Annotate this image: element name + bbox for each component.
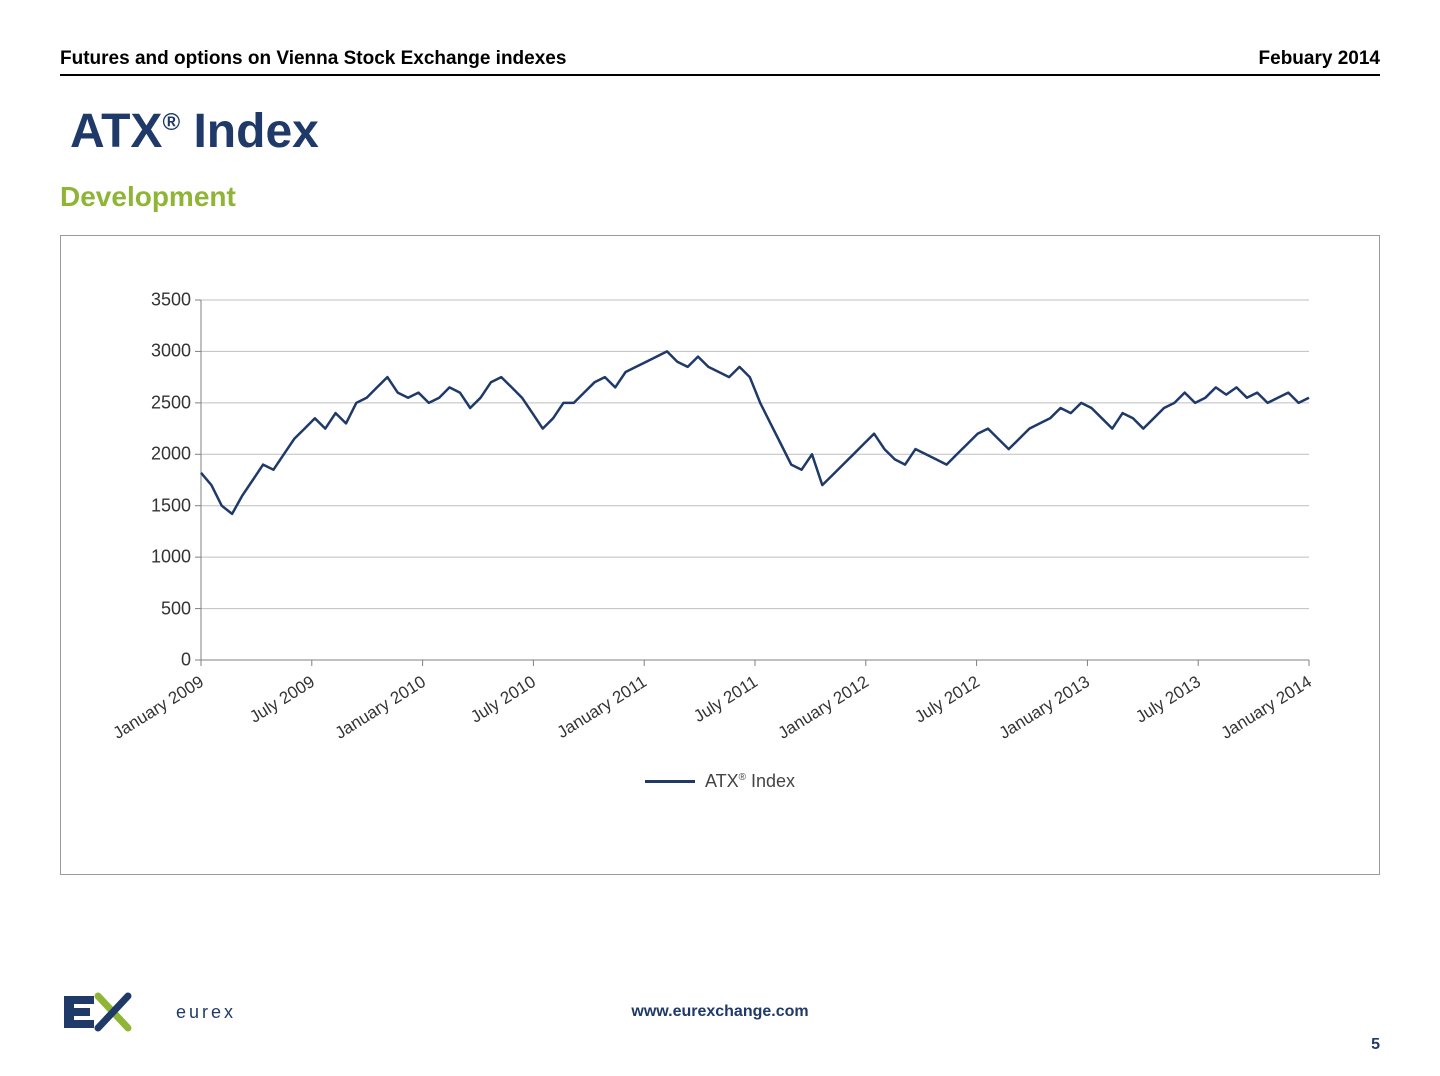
title-registered-mark: ® bbox=[162, 109, 180, 136]
x-tick-label: January 2009 bbox=[110, 672, 208, 744]
header-left-text: Futures and options on Vienna Stock Exch… bbox=[60, 48, 566, 70]
x-tick-label: January 2013 bbox=[996, 672, 1094, 744]
y-tick-label: 3500 bbox=[111, 290, 191, 311]
legend-series-name: ATX bbox=[705, 771, 739, 791]
x-tick-label: July 2009 bbox=[246, 672, 318, 728]
footer: eurex www.eurexchange.com 5 bbox=[60, 988, 1380, 1036]
x-tick-label: January 2012 bbox=[774, 672, 872, 744]
x-tick-label: January 2011 bbox=[554, 672, 651, 743]
title-main: ATX bbox=[70, 105, 162, 158]
x-tick-label: July 2010 bbox=[468, 672, 540, 728]
series-line bbox=[201, 351, 1309, 514]
logo: eurex bbox=[60, 988, 236, 1036]
legend-suffix: Index bbox=[746, 771, 795, 791]
y-tick-label: 2500 bbox=[111, 392, 191, 413]
legend-line-swatch bbox=[645, 780, 695, 783]
y-tick-label: 2000 bbox=[111, 444, 191, 465]
x-tick-label: July 2013 bbox=[1132, 672, 1204, 728]
chart-inner: 0 500 1000 1500 2000 2500 3000 3500 January 200… bbox=[91, 256, 1349, 864]
y-tick-label: 3000 bbox=[111, 341, 191, 362]
x-tick-label: July 2012 bbox=[911, 672, 983, 728]
legend-text: ATX® Index bbox=[705, 771, 795, 791]
page-title: ATX® Index bbox=[70, 104, 1380, 159]
logo-text: eurex bbox=[176, 1002, 236, 1023]
slide-page: Futures and options on Vienna Stock Exch… bbox=[0, 0, 1440, 1076]
footer-url: www.eurexchange.com bbox=[631, 1003, 808, 1021]
chart-legend: ATX® Index bbox=[91, 770, 1349, 792]
page-number: 5 bbox=[1371, 1036, 1380, 1054]
x-tick-label: January 2014 bbox=[1218, 672, 1316, 744]
title-suffix: Index bbox=[180, 105, 319, 158]
y-tick-label: 500 bbox=[111, 598, 191, 619]
x-tick-label: January 2010 bbox=[331, 672, 429, 744]
chart-container: 0 500 1000 1500 2000 2500 3000 3500 January 200… bbox=[60, 235, 1380, 875]
plot-area bbox=[201, 300, 1309, 660]
legend-registered-mark: ® bbox=[739, 772, 746, 783]
y-tick-label: 1500 bbox=[111, 495, 191, 516]
x-tick-label: July 2011 bbox=[690, 672, 761, 727]
y-tick-label: 0 bbox=[111, 650, 191, 671]
page-subtitle: Development bbox=[60, 181, 1380, 213]
eurex-logo-icon bbox=[60, 988, 170, 1036]
header-row: Futures and options on Vienna Stock Exch… bbox=[60, 48, 1380, 76]
header-right-date: Febuary 2014 bbox=[1259, 48, 1380, 70]
line-chart-svg bbox=[201, 300, 1309, 660]
y-tick-label: 1000 bbox=[111, 547, 191, 568]
